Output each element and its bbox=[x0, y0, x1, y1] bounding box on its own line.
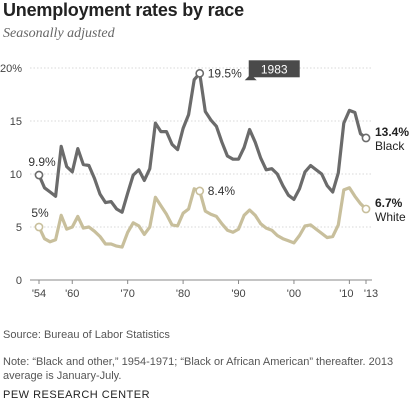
callout-label: 1983 bbox=[261, 62, 288, 76]
y-tick-label: 0 bbox=[16, 275, 22, 287]
y-tick-label: 20% bbox=[0, 63, 22, 75]
chart-subtitle: Seasonally adjusted bbox=[3, 26, 115, 41]
series-line-black bbox=[37, 71, 368, 214]
point-marker bbox=[195, 186, 205, 196]
point-marker bbox=[34, 170, 44, 180]
brand-credit: PEW RESEARCH CENTER bbox=[3, 389, 151, 401]
y-tick-label: 10 bbox=[10, 169, 22, 181]
x-axis-ticks: '54 '60 '70 '80 '90 '00 '10 '13 bbox=[32, 280, 378, 300]
x-tick-label: '80 bbox=[176, 288, 190, 300]
point-marker bbox=[361, 204, 371, 214]
x-tick-label: '13 bbox=[364, 288, 378, 300]
callout-box bbox=[248, 60, 300, 78]
label-start-white: 5% bbox=[31, 206, 49, 220]
label-start-black: 9.9% bbox=[28, 155, 56, 169]
x-tick-label: '60 bbox=[65, 288, 79, 300]
x-tick-label: '54 bbox=[32, 288, 46, 300]
line-chart: 0 5 10 15 20% '54 '60 '70 '80 '90 '00 '10 '13 9.9% 5… bbox=[0, 60, 409, 300]
point-marker bbox=[34, 222, 44, 232]
x-tick-label: '00 bbox=[287, 288, 301, 300]
y-axis-ticks: 0 5 10 15 20% bbox=[0, 63, 22, 287]
chart-title: Unemployment rates by race bbox=[3, 0, 244, 20]
highlight-markers bbox=[34, 68, 371, 232]
y-tick-label: 5 bbox=[16, 222, 22, 234]
x-tick-label: '90 bbox=[231, 288, 245, 300]
point-marker bbox=[195, 68, 205, 78]
series-line-white bbox=[37, 186, 368, 249]
x-tick-label: '10 bbox=[339, 288, 353, 300]
label-end-white-value: 6.7% bbox=[375, 196, 403, 210]
label-end-white-name: White bbox=[375, 210, 406, 224]
label-end-black-name: Black bbox=[375, 139, 405, 153]
point-marker bbox=[361, 133, 371, 143]
y-tick-label: 15 bbox=[10, 116, 22, 128]
label-peak-black: 19.5% bbox=[208, 66, 242, 80]
source-note: Source: Bureau of Labor Statistics bbox=[3, 329, 170, 341]
data-labels: 9.9% 5% 19.5% 8.4% 1983 13.4%Black 6.7%White bbox=[28, 60, 409, 224]
label-end-black-value: 13.4% bbox=[375, 125, 409, 139]
footnote: Note: “Black and other,” 1954-1971; “Bla… bbox=[3, 356, 394, 382]
label-peak-white: 8.4% bbox=[208, 184, 236, 198]
x-tick-label: '70 bbox=[121, 288, 135, 300]
